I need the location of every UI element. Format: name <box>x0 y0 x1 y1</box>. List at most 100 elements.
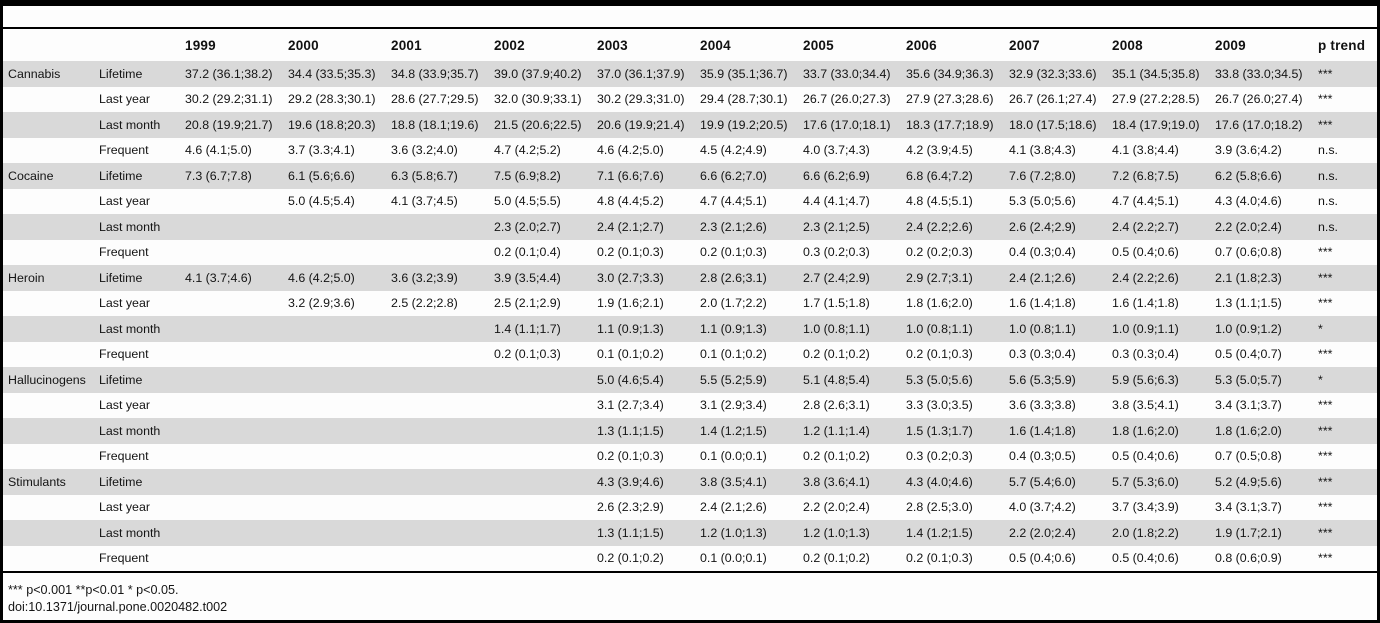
drug-name-cell <box>3 138 97 164</box>
measure-cell: Lifetime <box>99 372 143 387</box>
table-bottom-rule <box>3 571 1377 573</box>
value-cell: 2.2 (2.0;2.4) <box>1009 525 1076 540</box>
value-cell: 0.2 (0.1;0.2) <box>803 449 870 464</box>
value-cell: 27.9 (27.2;28.5) <box>1112 92 1200 107</box>
value-cell: 1.6 (1.4;1.8) <box>1009 423 1076 438</box>
p-trend-cell: *** <box>1318 66 1333 81</box>
value-cell <box>183 520 286 546</box>
value-cell: 2.8 (2.6;3.1) <box>803 398 870 413</box>
drug-name-cell <box>3 214 97 240</box>
value-cell: 4.1 (3.7;4.6) <box>185 270 252 285</box>
value-cell <box>389 342 492 368</box>
value-cell <box>389 495 492 521</box>
value-cell: 2.5 (2.1;2.9) <box>494 296 561 311</box>
value-cell: 2.8 (2.6;3.1) <box>700 270 767 285</box>
value-cell: 1.4 (1.2;1.5) <box>906 525 973 540</box>
value-cell: 3.9 (3.6;4.2) <box>1215 143 1282 158</box>
value-cell: 4.1 (3.7;4.5) <box>391 194 458 209</box>
value-cell: 37.0 (36.1;37.9) <box>597 66 685 81</box>
value-cell: 3.1 (2.9;3.4) <box>700 398 767 413</box>
col-header-year: 2001 <box>391 38 422 53</box>
value-cell: 1.3 (1.1;1.5) <box>597 423 664 438</box>
table-row: Hallucinogens Lifetime 5.0 (4.6;5.4) 5.5 (5… <box>3 367 1377 393</box>
p-trend-cell: *** <box>1318 525 1333 540</box>
value-cell: 0.7 (0.6;0.8) <box>1215 245 1282 260</box>
measure-cell: Last year <box>99 500 150 515</box>
col-header-drug <box>3 29 97 61</box>
value-cell: 2.9 (2.7;3.1) <box>906 270 973 285</box>
value-cell: 0.1 (0.1;0.2) <box>597 347 664 362</box>
value-cell: 3.1 (2.7;3.4) <box>597 398 664 413</box>
value-cell: 28.6 (27.7;29.5) <box>391 92 479 107</box>
value-cell: 32.9 (32.3;33.6) <box>1009 66 1097 81</box>
measure-cell: Lifetime <box>99 474 143 489</box>
value-cell: 1.4 (1.1;1.7) <box>494 321 561 336</box>
value-cell: 7.2 (6.8;7.5) <box>1112 168 1179 183</box>
p-trend-cell: *** <box>1318 245 1333 260</box>
value-cell <box>492 495 595 521</box>
value-cell <box>389 316 492 342</box>
value-cell: 18.4 (17.9;19.0) <box>1112 117 1200 132</box>
value-cell <box>183 495 286 521</box>
value-cell: 0.2 (0.1;0.4) <box>494 245 561 260</box>
value-cell: 2.0 (1.7;2.2) <box>700 296 767 311</box>
value-cell: 26.7 (26.1;27.4) <box>1009 92 1097 107</box>
value-cell: 4.0 (3.7;4.3) <box>803 143 870 158</box>
value-cell: 0.3 (0.2;0.3) <box>803 245 870 260</box>
value-cell: 35.9 (35.1;36.7) <box>700 66 788 81</box>
p-trend-cell: *** <box>1318 449 1333 464</box>
value-cell: 3.8 (3.5;4.1) <box>1112 398 1179 413</box>
p-trend-cell: *** <box>1318 270 1333 285</box>
value-cell: 0.4 (0.3;0.5) <box>1009 449 1076 464</box>
p-trend-cell: *** <box>1318 551 1333 566</box>
value-cell <box>183 189 286 215</box>
value-cell: 6.6 (6.2;7.0) <box>700 168 767 183</box>
prevalence-table: 1999 2000 2001 2002 2003 2004 2005 2006 2007 2008… <box>3 29 1377 571</box>
value-cell: 1.3 (1.1;1.5) <box>1215 296 1282 311</box>
value-cell: 5.3 (5.0;5.6) <box>1009 194 1076 209</box>
value-cell: 2.6 (2.3;2.9) <box>597 500 664 515</box>
measure-cell: Last month <box>99 117 161 132</box>
value-cell: 17.6 (17.0;18.2) <box>1215 117 1303 132</box>
table-row: Frequent 0.2 (0.1;0.2) 0.1 (0.0;0.1) 0.2 (0… <box>3 546 1377 572</box>
value-cell: 3.8 (3.6;4.1) <box>803 474 870 489</box>
p-trend-cell: *** <box>1318 423 1333 438</box>
col-header-measure <box>97 29 183 61</box>
value-cell: 0.3 (0.3;0.4) <box>1112 347 1179 362</box>
value-cell: 1.9 (1.7;2.1) <box>1215 525 1282 540</box>
measure-cell: Frequent <box>99 551 149 566</box>
value-cell <box>286 418 389 444</box>
drug-name-cell <box>3 495 97 521</box>
drug-name-cell <box>3 240 97 266</box>
value-cell: 35.6 (34.9;36.3) <box>906 66 994 81</box>
value-cell <box>492 367 595 393</box>
drug-name-cell: Stimulants <box>8 474 66 489</box>
value-cell: 3.9 (3.5;4.4) <box>494 270 561 285</box>
value-cell: 4.7 (4.4;5.1) <box>700 194 767 209</box>
value-cell: 0.4 (0.3;0.4) <box>1009 245 1076 260</box>
value-cell: 2.4 (2.1;2.6) <box>700 500 767 515</box>
value-cell: 2.6 (2.4;2.9) <box>1009 219 1076 234</box>
table-row: Last month 20.8 (19.9;21.7) 19.6 (18.8;20.… <box>3 112 1377 138</box>
value-cell: 39.0 (37.9;40.2) <box>494 66 582 81</box>
value-cell <box>389 444 492 470</box>
value-cell <box>286 316 389 342</box>
value-cell: 33.8 (33.0;34.5) <box>1215 66 1303 81</box>
value-cell: 26.7 (26.0;27.3) <box>803 92 891 107</box>
p-trend-cell: n.s. <box>1318 143 1338 158</box>
value-cell: 3.8 (3.5;4.1) <box>700 474 767 489</box>
measure-cell: Lifetime <box>99 66 143 81</box>
table-row: Last month 2.3 (2.0;2.7) 2.4 (2.1;2.7) 2.3 … <box>3 214 1377 240</box>
measure-cell: Last month <box>99 525 161 540</box>
value-cell: 5.0 (4.5;5.5) <box>494 194 561 209</box>
value-cell: 34.4 (33.5;35.3) <box>288 66 376 81</box>
value-cell: 5.7 (5.4;6.0) <box>1009 474 1076 489</box>
table-row: Last year 30.2 (29.2;31.1) 29.2 (28.3;30.1… <box>3 87 1377 113</box>
value-cell: 4.7 (4.2;5.2) <box>494 143 561 158</box>
value-cell <box>286 240 389 266</box>
value-cell: 5.3 (5.0;5.6) <box>906 372 973 387</box>
value-cell: 0.2 (0.1;0.3) <box>597 245 664 260</box>
value-cell <box>389 214 492 240</box>
value-cell: 2.7 (2.4;2.9) <box>803 270 870 285</box>
